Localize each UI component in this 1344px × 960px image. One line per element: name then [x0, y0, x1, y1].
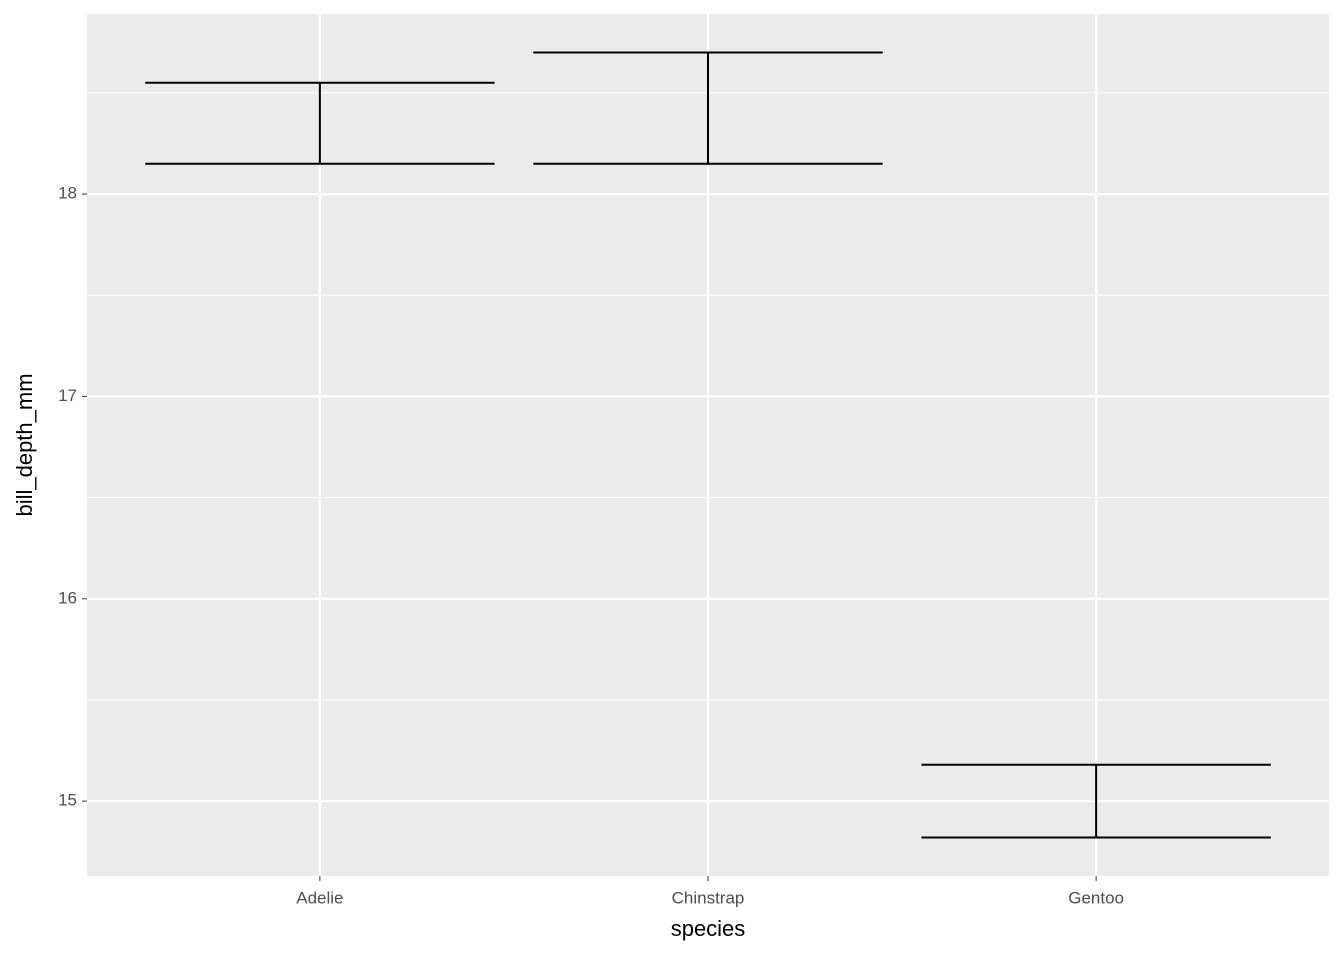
y-tick-label: 17 [58, 386, 77, 405]
x-axis-title: species [671, 916, 746, 941]
y-tick-label: 18 [58, 184, 77, 203]
x-tick-label: Gentoo [1068, 888, 1124, 907]
x-tick-label: Adelie [296, 888, 343, 907]
x-tick-label: Chinstrap [672, 888, 745, 907]
y-tick-label: 16 [58, 588, 77, 607]
y-tick-label: 15 [58, 791, 77, 810]
y-axis-title: bill_depth_mm [12, 373, 37, 516]
